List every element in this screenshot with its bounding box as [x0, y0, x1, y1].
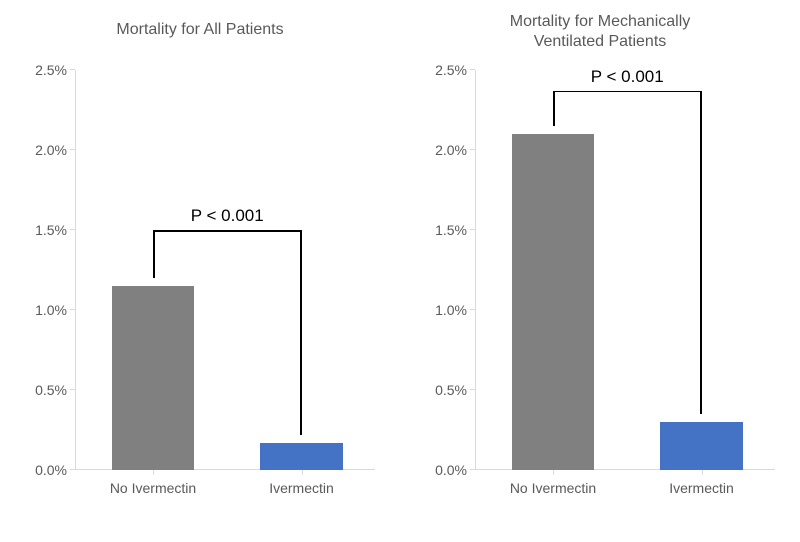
- y-tick-label: 1.5%: [435, 222, 475, 238]
- y-tick-mark: [70, 229, 75, 230]
- x-tick-mark: [553, 470, 554, 475]
- y-tick-label: 1.0%: [35, 302, 75, 318]
- figure-container: Mortality for All Patients 0.0%0.5%1.0%1…: [0, 0, 800, 542]
- y-tick-mark: [470, 309, 475, 310]
- y-tick-label: 1.0%: [435, 302, 475, 318]
- sig-bracket-left: [553, 91, 555, 126]
- panel-all-patients: Mortality for All Patients 0.0%0.5%1.0%1…: [0, 0, 400, 542]
- sig-bracket-left: [153, 230, 155, 278]
- chart-title-1: Mortality for MechanicallyVentilated Pat…: [400, 12, 800, 52]
- y-tick-mark: [470, 469, 475, 470]
- y-tick-mark: [70, 149, 75, 150]
- y-tick-mark: [470, 69, 475, 70]
- y-tick-label: 0.0%: [435, 462, 475, 478]
- y-tick-mark: [70, 389, 75, 390]
- x-tick-label: Ivermectin: [269, 480, 334, 496]
- y-tick-mark: [470, 229, 475, 230]
- sig-bracket-right: [700, 91, 702, 414]
- y-tick-label: 2.5%: [435, 62, 475, 78]
- y-tick-mark: [70, 69, 75, 70]
- panel-ventilated-patients: Mortality for MechanicallyVentilated Pat…: [400, 0, 800, 542]
- bar: [260, 443, 343, 470]
- y-tick-mark: [470, 149, 475, 150]
- x-tick-mark: [153, 470, 154, 475]
- sig-bracket-right: [300, 230, 302, 435]
- chart-title-0: Mortality for All Patients: [0, 20, 400, 40]
- plot-area-1: 0.0%0.5%1.0%1.5%2.0%2.5%No IvermectinIve…: [475, 70, 775, 470]
- y-tick-label: 1.5%: [35, 222, 75, 238]
- significance-label: P < 0.001: [191, 206, 264, 226]
- y-tick-mark: [70, 309, 75, 310]
- y-tick-label: 0.5%: [435, 382, 475, 398]
- y-axis-line: [475, 70, 476, 470]
- significance-label: P < 0.001: [591, 67, 664, 87]
- y-tick-label: 0.0%: [35, 462, 75, 478]
- plot-area-0: 0.0%0.5%1.0%1.5%2.0%2.5%No IvermectinIve…: [75, 70, 375, 470]
- y-tick-label: 2.0%: [435, 142, 475, 158]
- x-tick-label: No Ivermectin: [510, 480, 596, 496]
- sig-bracket-top: [153, 230, 302, 232]
- x-tick-label: No Ivermectin: [110, 480, 196, 496]
- y-tick-label: 2.0%: [35, 142, 75, 158]
- y-axis-line: [75, 70, 76, 470]
- y-tick-mark: [470, 389, 475, 390]
- x-tick-label: Ivermectin: [669, 480, 734, 496]
- sig-bracket-top: [553, 91, 702, 93]
- bar: [112, 286, 195, 470]
- x-tick-mark: [302, 470, 303, 475]
- y-tick-label: 2.5%: [35, 62, 75, 78]
- y-tick-mark: [70, 469, 75, 470]
- x-tick-mark: [702, 470, 703, 475]
- bar: [660, 422, 743, 470]
- y-tick-label: 0.5%: [35, 382, 75, 398]
- bar: [512, 134, 595, 470]
